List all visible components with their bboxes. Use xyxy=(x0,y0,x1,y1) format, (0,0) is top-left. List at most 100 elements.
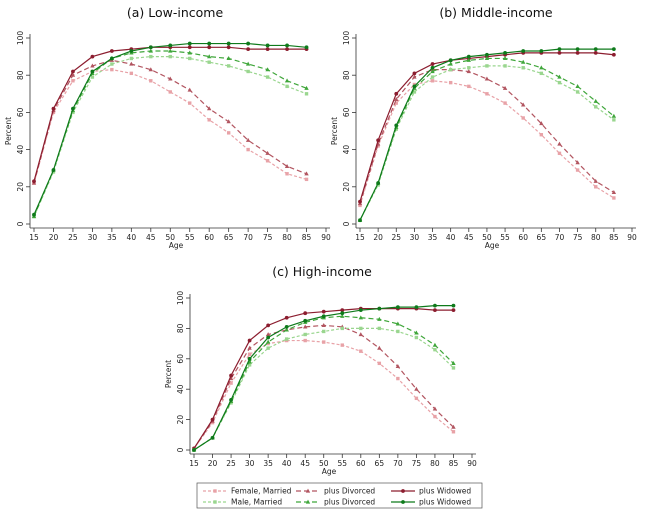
panel-2: (b) Middle-income 0 20 40 60 80 100 15 20 25 30 35 4… xyxy=(330,5,637,250)
x-tick-label: 15 xyxy=(355,233,365,242)
data-point-fw xyxy=(210,417,215,422)
data-point-fm xyxy=(575,168,580,172)
data-point-fw xyxy=(187,45,192,50)
data-point-fm xyxy=(340,343,344,347)
series-line-md xyxy=(359,57,615,221)
data-point-mw xyxy=(148,45,153,50)
data-point-mw xyxy=(358,308,363,313)
series-line-mw xyxy=(193,305,454,451)
x-tick-label: 55 xyxy=(500,233,510,242)
data-point-mw xyxy=(321,314,326,319)
data-point-fw xyxy=(109,49,114,53)
data-point-md xyxy=(377,316,382,321)
data-point-mw xyxy=(51,168,56,172)
data-point-md xyxy=(358,315,363,320)
data-point-mm xyxy=(226,64,231,68)
x-tick-label: 70 xyxy=(243,233,253,242)
data-point-fw xyxy=(207,45,212,50)
data-point-fd xyxy=(207,106,212,111)
data-point-fw xyxy=(246,47,251,52)
data-point-mw xyxy=(414,305,419,310)
data-point-fd xyxy=(521,102,526,107)
data-point-fm xyxy=(430,79,435,83)
data-point-mw xyxy=(485,52,489,57)
data-point-fw xyxy=(285,47,289,52)
data-point-fm xyxy=(557,151,562,156)
data-point-mm xyxy=(207,60,211,64)
data-point-fd xyxy=(226,119,231,124)
x-tick-label: 85 xyxy=(449,459,459,468)
x-tick-label: 20 xyxy=(373,233,383,242)
data-point-md xyxy=(448,61,453,66)
x-tick-label: 35 xyxy=(263,459,273,468)
series-line-fm xyxy=(33,69,307,184)
data-point-fd xyxy=(557,141,562,146)
x-tick-label: 20 xyxy=(208,459,218,468)
data-point-mw xyxy=(210,435,215,440)
data-point-mw xyxy=(265,43,270,48)
data-point-fm xyxy=(207,118,211,122)
x-tick-label: 15 xyxy=(29,233,39,242)
data-point-mw xyxy=(412,84,417,89)
data-point-mw xyxy=(285,43,289,48)
data-point-mw xyxy=(433,303,437,308)
data-point-mm xyxy=(129,56,134,61)
data-point-fd xyxy=(148,67,153,72)
series-line-fw xyxy=(359,52,614,202)
data-point-md xyxy=(265,339,271,344)
data-point-fm xyxy=(322,340,326,344)
legend-swatch-marker xyxy=(401,489,405,493)
data-point-mw xyxy=(284,324,289,329)
data-point-md xyxy=(466,57,471,62)
data-point-mm xyxy=(575,90,580,94)
series-line-md xyxy=(33,50,307,217)
data-point-mm xyxy=(340,326,344,331)
data-point-fm xyxy=(377,361,382,366)
data-point-fd xyxy=(187,87,192,92)
data-point-mw xyxy=(394,123,399,128)
series-line-mm xyxy=(193,327,454,451)
x-tick-label: 75 xyxy=(573,233,583,242)
legend-swatch-marker xyxy=(401,500,405,504)
data-point-fw xyxy=(575,50,580,55)
y-tick-label: 20 xyxy=(176,415,185,425)
y-tick-label: 0 xyxy=(342,221,351,226)
data-point-mm xyxy=(414,335,419,340)
series-fm xyxy=(32,67,309,185)
data-point-mw xyxy=(593,47,598,52)
data-point-fm xyxy=(110,67,114,72)
x-axis-title: Age xyxy=(169,241,184,250)
y-tick-label: 80 xyxy=(342,70,351,80)
x-tick-label: 50 xyxy=(319,459,329,468)
data-point-md xyxy=(187,50,192,55)
data-point-mw xyxy=(557,47,562,52)
y-tick-label: 60 xyxy=(342,107,351,117)
data-point-fm xyxy=(358,203,362,208)
data-point-mw xyxy=(109,56,114,61)
series-line-fd xyxy=(193,324,454,449)
x-tick-label: 60 xyxy=(518,233,528,242)
x-tick-label: 60 xyxy=(356,459,366,468)
data-point-md xyxy=(451,360,456,365)
x-tick-label: 45 xyxy=(146,233,156,242)
x-tick-label: 50 xyxy=(482,233,492,242)
data-point-fw xyxy=(433,308,437,313)
data-point-mm xyxy=(265,75,270,79)
data-point-md xyxy=(557,74,562,79)
data-point-mm xyxy=(539,71,544,76)
data-point-md xyxy=(340,313,345,318)
y-tick-label: 100 xyxy=(16,31,25,46)
data-point-mm xyxy=(247,363,252,367)
data-point-fd xyxy=(414,386,419,391)
y-tick-label: 20 xyxy=(342,182,351,192)
series-mw xyxy=(358,47,616,223)
legend-swatch-marker xyxy=(305,488,311,493)
x-tick-label: 65 xyxy=(537,233,547,242)
legend-label: plus Divorced xyxy=(324,487,375,496)
panel-title: (c) High-income xyxy=(272,264,372,279)
data-point-mw xyxy=(187,41,192,46)
x-tick-label: 40 xyxy=(127,233,137,242)
data-point-md xyxy=(226,56,231,61)
data-point-fd xyxy=(539,121,544,126)
y-tick-label: 80 xyxy=(176,323,185,333)
